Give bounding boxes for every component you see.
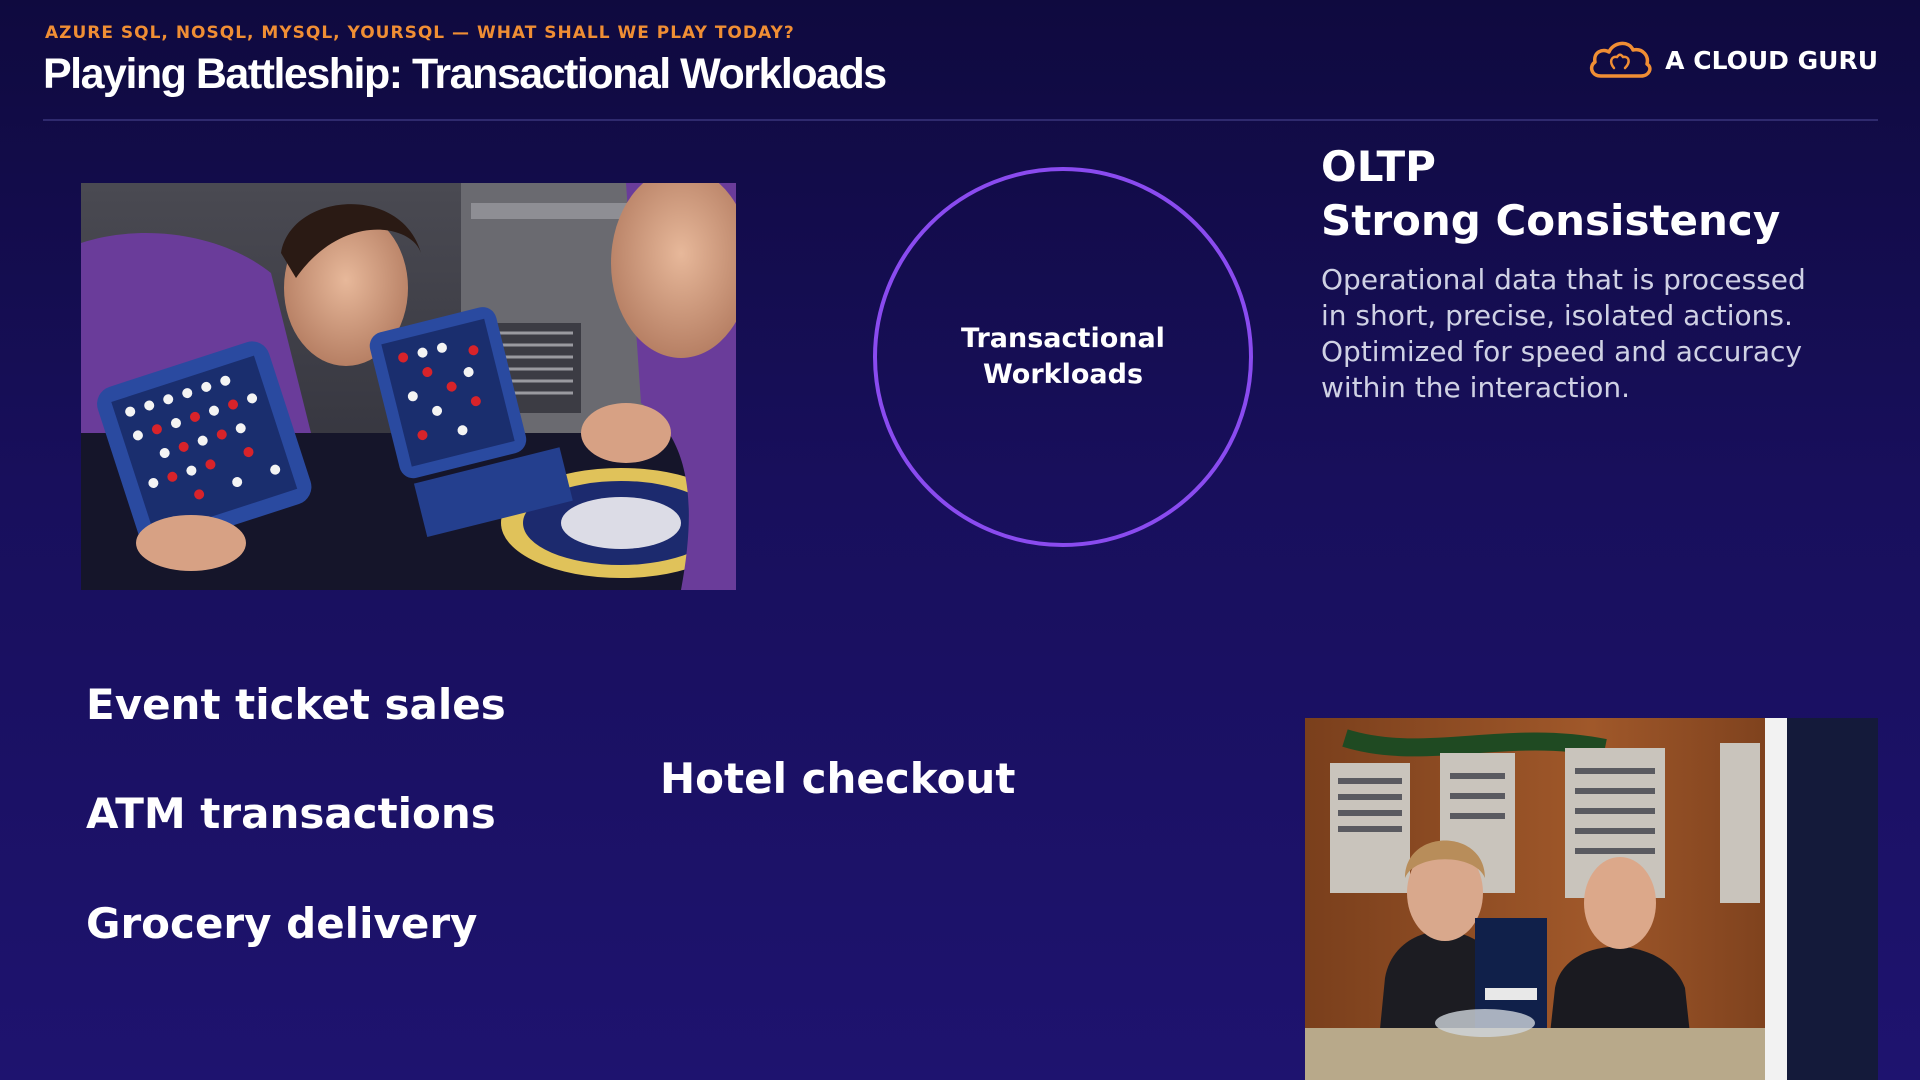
oltp-section: OLTP Strong Consistency Operational data…: [1321, 140, 1881, 406]
description-line: in short, precise, isolated actions.: [1321, 299, 1793, 332]
circle-label: Transactional Workloads: [961, 323, 1165, 390]
example-hotel-checkout: Hotel checkout: [660, 754, 1016, 803]
example-event-ticket-sales: Event ticket sales: [86, 680, 506, 729]
strong-consistency-heading: Strong Consistency: [1321, 196, 1781, 245]
brand-name: A CLOUD GURU: [1665, 45, 1878, 75]
header-divider: [43, 119, 1878, 121]
example-atm-transactions: ATM transactions: [86, 789, 496, 838]
example-grocery-delivery: Grocery delivery: [86, 899, 478, 948]
slide-title: Playing Battleship: Transactional Worklo…: [43, 50, 887, 98]
brand-logo: A CLOUD GURU: [1587, 38, 1878, 82]
cloud-logo-icon: [1587, 38, 1653, 82]
description-line: Operational data that is processed: [1321, 263, 1806, 296]
hotel-reception-photo: [1305, 718, 1878, 1080]
description-line: Optimized for speed and accuracy: [1321, 335, 1803, 368]
transactional-workloads-circle: Transactional Workloads: [873, 167, 1253, 547]
oltp-heading: OLTP: [1321, 142, 1436, 191]
oltp-description: Operational data that is processed in sh…: [1321, 262, 1881, 406]
description-line: within the interaction.: [1321, 371, 1631, 404]
battleship-game-photo: [81, 183, 736, 590]
slide-kicker: AZURE SQL, NOSQL, MYSQL, YOURSQL — WHAT …: [45, 23, 795, 43]
